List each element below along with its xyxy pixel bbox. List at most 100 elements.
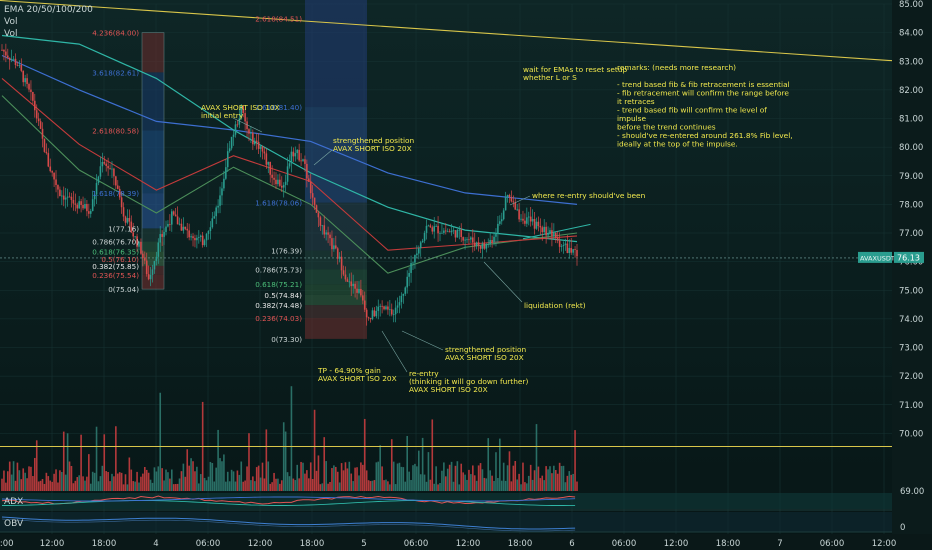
- fib-left-label: 0.618(76.35): [92, 248, 139, 257]
- candle-body: [423, 232, 426, 241]
- candle-body: [228, 148, 231, 152]
- candles: [1, 43, 578, 326]
- volume-bar: [367, 480, 370, 491]
- fib-zone-left: [142, 32, 164, 73]
- volume-bar: [412, 465, 414, 491]
- candle-body: [311, 193, 314, 198]
- volume-bar: [282, 422, 285, 491]
- candle-body: [149, 274, 152, 280]
- candle-body: [157, 242, 160, 257]
- candle-body: [82, 204, 84, 209]
- volume-bar: [70, 466, 73, 491]
- volume-bar: [470, 474, 472, 491]
- candle-body: [205, 233, 208, 241]
- annotation-reentry: re-entry: [409, 369, 439, 378]
- candle-body: [464, 239, 466, 241]
- fib-left-label: 3.618(82.61): [92, 68, 139, 77]
- candle-body: [317, 212, 320, 218]
- candle-body: [460, 229, 463, 238]
- volume-bar: [462, 472, 464, 491]
- volume-bar: [184, 476, 187, 491]
- volume-bar: [199, 474, 202, 491]
- fib-left-label: 0.236(75.54): [92, 271, 139, 280]
- candle-body: [130, 221, 133, 233]
- candle-body: [491, 239, 493, 243]
- volume-bar: [545, 466, 547, 491]
- candle-body: [497, 223, 499, 234]
- annotation-initial-entry: AVAX SHORT ISO 10X: [201, 103, 280, 112]
- candle-body: [1, 49, 3, 51]
- vol-label-2[interactable]: Vol: [4, 29, 17, 39]
- candle-body: [275, 179, 277, 185]
- ema-teal-line: [1, 34, 578, 243]
- candle-body: [470, 237, 472, 240]
- candle-body: [211, 218, 214, 228]
- volume-bar: [8, 461, 11, 491]
- candle-body: [180, 223, 183, 231]
- time-tick-label: 12:00: [248, 539, 273, 549]
- candle-body: [20, 64, 23, 71]
- fib-zone-left: [142, 251, 164, 259]
- candle-body: [182, 226, 185, 231]
- volume-bar: [317, 455, 320, 491]
- volume-bar: [205, 480, 208, 491]
- volume-bar: [3, 470, 5, 491]
- candle-body: [113, 168, 115, 177]
- price-axis[interactable]: 85.00 84.00 83.00 82.00 81.00 80.00 79.00 78.00…: [892, 0, 932, 550]
- candle-body: [280, 185, 283, 188]
- volume-bar: [149, 479, 152, 491]
- volume-bar: [41, 479, 44, 491]
- candle-body: [477, 242, 480, 246]
- volume-bar: [389, 484, 391, 491]
- candle-body: [437, 225, 439, 234]
- candle-body: [439, 232, 441, 234]
- volume-bar: [435, 466, 437, 491]
- volume-bar: [238, 474, 241, 491]
- volume-bar: [213, 481, 216, 491]
- volume-bar: [165, 469, 167, 491]
- candle-body: [441, 232, 443, 234]
- candle-body: [392, 314, 395, 316]
- vol-label-1[interactable]: Vol: [4, 17, 17, 27]
- candle-body: [24, 78, 26, 83]
- current-price-tag[interactable]: AVAXUSDT 76.13: [858, 251, 924, 263]
- candle-body: [147, 274, 150, 280]
- annotation-connector: [483, 261, 523, 303]
- volume-bar: [62, 431, 65, 491]
- candle-body: [358, 288, 360, 293]
- candle-body: [66, 196, 69, 198]
- volume-bar: [342, 470, 345, 491]
- candle-body: [562, 244, 565, 247]
- candle-body: [400, 295, 403, 303]
- candle-body: [215, 207, 217, 217]
- volume-bar: [338, 482, 341, 491]
- candle-body: [527, 216, 530, 218]
- candle-body: [556, 237, 559, 241]
- candle-body: [373, 310, 376, 317]
- candle-body: [537, 221, 540, 227]
- ema-blue-line: [1, 54, 578, 205]
- volume-bar: [514, 461, 517, 491]
- volume-bar: [113, 476, 115, 491]
- volume-bar: [323, 437, 326, 491]
- candle-body: [462, 237, 464, 241]
- candle-body: [338, 256, 341, 259]
- time-axis[interactable]: 6:00 12:00 18:00 4 06:00 12:00 18:00 5 06:00 12:0…: [0, 534, 932, 550]
- candle-body: [39, 121, 42, 129]
- volume-bar: [1, 478, 3, 491]
- volume-bar: [126, 484, 129, 491]
- candle-body: [512, 201, 515, 203]
- candle-body: [504, 197, 507, 211]
- indicator-title[interactable]: EMA 20/50/100/200: [4, 5, 93, 15]
- candle-body: [356, 288, 358, 293]
- candle-body: [261, 146, 264, 152]
- volume-bar: [336, 471, 339, 491]
- volume-bar: [493, 480, 495, 491]
- candle-body: [479, 245, 482, 249]
- candle-body: [360, 288, 362, 296]
- candle-body: [244, 113, 246, 122]
- fib-zone-right: [305, 284, 367, 295]
